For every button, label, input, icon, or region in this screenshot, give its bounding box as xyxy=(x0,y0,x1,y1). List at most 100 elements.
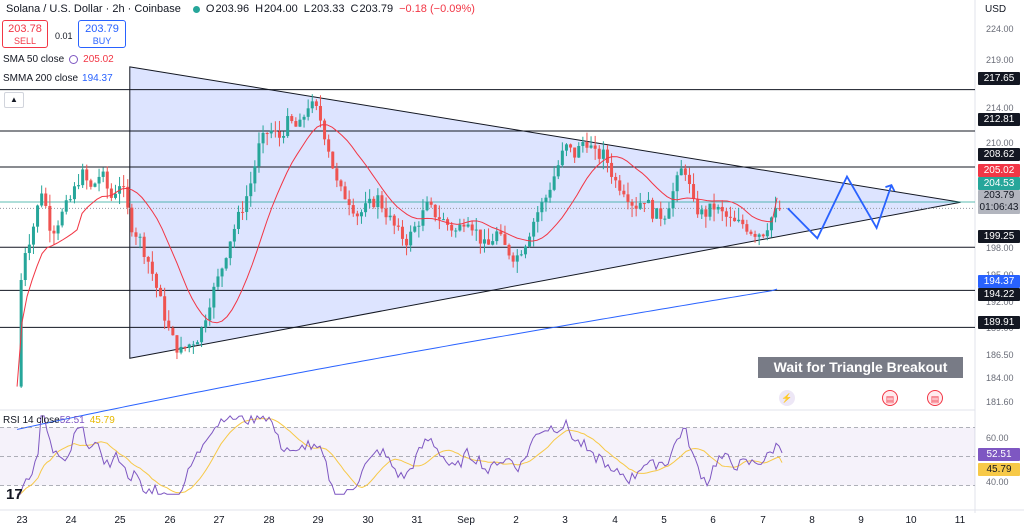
x-axis-label: 29 xyxy=(312,515,324,526)
symbol-title[interactable]: Solana / U.S. Dollar · 2h · Coinbase xyxy=(6,3,181,15)
market-open-dot xyxy=(192,5,200,13)
x-axis-label: 8 xyxy=(809,515,815,526)
candle-body xyxy=(44,193,48,206)
candle-body xyxy=(778,208,782,210)
x-axis-label: 31 xyxy=(411,515,423,526)
price-axis-label: 192.00 xyxy=(986,297,1014,307)
candle-body xyxy=(724,211,728,217)
candle-body xyxy=(622,190,626,195)
x-axis-label: 25 xyxy=(114,515,126,526)
candle-body xyxy=(462,224,466,227)
breakout-banner: Wait for Triangle Breakout xyxy=(758,357,963,378)
candle-body xyxy=(48,205,52,231)
candle-body xyxy=(150,261,154,274)
sell-price: 203.78 xyxy=(8,23,42,35)
candle-body xyxy=(372,198,376,208)
candle-body xyxy=(614,176,618,181)
candle-body xyxy=(306,108,310,117)
x-axis-label: 4 xyxy=(612,515,618,526)
candle-body xyxy=(134,232,138,237)
candle-body xyxy=(663,218,667,220)
candle-body xyxy=(720,206,724,212)
candle-body xyxy=(228,241,232,259)
sell-label: SELL xyxy=(13,36,37,46)
sma50-label: SMA 50 close xyxy=(3,54,65,65)
candle-body xyxy=(265,133,269,135)
x-axis-label: 10 xyxy=(905,515,917,526)
candle-body xyxy=(212,286,216,308)
price-tag-208: 208.62 xyxy=(978,148,1020,161)
candle-body xyxy=(687,174,691,185)
candle-body xyxy=(679,168,683,176)
projection-path xyxy=(787,174,893,240)
candle-body xyxy=(31,226,35,245)
candle-body xyxy=(433,204,437,218)
candle-body xyxy=(548,189,552,198)
currency-label[interactable]: USD xyxy=(985,4,1007,15)
price-tag-sma50: 205.02 xyxy=(978,164,1020,177)
candle-body xyxy=(683,168,687,175)
candle-body xyxy=(195,342,199,345)
candle-body xyxy=(774,208,778,218)
candle-body xyxy=(597,148,601,159)
candle-body xyxy=(667,208,671,219)
candle-body xyxy=(515,255,519,262)
candle-body xyxy=(171,327,175,336)
candle-body xyxy=(273,130,277,132)
change-value: −0.18 (−0.09%) xyxy=(399,3,475,15)
smma200-legend[interactable]: SMMA 200 close 194.37 xyxy=(3,73,113,84)
sma50-legend[interactable]: SMA 50 close 205.02 xyxy=(3,54,114,65)
open-label: O xyxy=(205,3,215,15)
candle-body xyxy=(655,208,659,219)
projection-arrowhead xyxy=(885,184,896,192)
candle-body xyxy=(60,211,64,226)
candle-body xyxy=(569,144,573,148)
price-tag-rsi: 52.51 xyxy=(978,448,1020,461)
candle-body xyxy=(302,116,306,120)
candle-body xyxy=(159,287,163,297)
candle-body xyxy=(396,225,400,227)
symmetrical-triangle xyxy=(129,66,961,359)
chart-header: Solana / U.S. Dollar · 2h · Coinbase O 20… xyxy=(0,0,475,18)
loading-icon xyxy=(69,55,79,64)
candle-body xyxy=(638,203,642,209)
candle-body xyxy=(626,194,630,202)
sell-button[interactable]: 203.78 SELL xyxy=(2,20,48,48)
candle-body xyxy=(519,254,523,256)
candle-body xyxy=(593,145,597,149)
candle-body xyxy=(417,225,421,227)
candle-body xyxy=(478,229,482,244)
us-flag-icon[interactable]: ▤ xyxy=(882,390,898,406)
candle-body xyxy=(564,144,568,151)
buy-button[interactable]: 203.79 BUY xyxy=(78,20,126,48)
x-axis-label: 30 xyxy=(362,515,374,526)
price-axis-label: 181.60 xyxy=(986,397,1014,407)
candle-body xyxy=(601,149,605,159)
us-flag-icon[interactable]: ▤ xyxy=(927,390,943,406)
rsi-value: 52.51 xyxy=(59,415,85,426)
candle-body xyxy=(355,213,359,217)
candle-body xyxy=(700,209,704,215)
sma50-value: 205.02 xyxy=(83,54,114,65)
candle-body xyxy=(376,195,380,208)
rsi-axis-label: 40.00 xyxy=(986,477,1009,487)
price-tag-212: 212.81 xyxy=(978,113,1020,126)
lightning-icon[interactable]: ⚡ xyxy=(779,390,795,406)
candle-body xyxy=(183,346,187,348)
collapse-legend-button[interactable]: ▲ xyxy=(4,92,24,108)
candle-body xyxy=(499,231,503,235)
price-tag-194: 194.22 xyxy=(978,288,1020,301)
candle-body xyxy=(36,205,40,227)
rsi-ma-line xyxy=(17,418,783,495)
rsi-line xyxy=(17,414,783,495)
candle-body xyxy=(454,230,458,232)
price-tag-last: 204.53 xyxy=(978,177,1020,190)
candle-body xyxy=(64,200,68,212)
bar-countdown: 01:06:43 xyxy=(979,202,1019,213)
candle-body xyxy=(511,255,515,262)
rsi-legend[interactable]: RSI 14 close 52.51 45.79 xyxy=(3,415,115,426)
candle-body xyxy=(405,238,409,246)
candle-body xyxy=(318,105,322,121)
tradingview-logo-icon[interactable]: 17 xyxy=(6,486,23,503)
